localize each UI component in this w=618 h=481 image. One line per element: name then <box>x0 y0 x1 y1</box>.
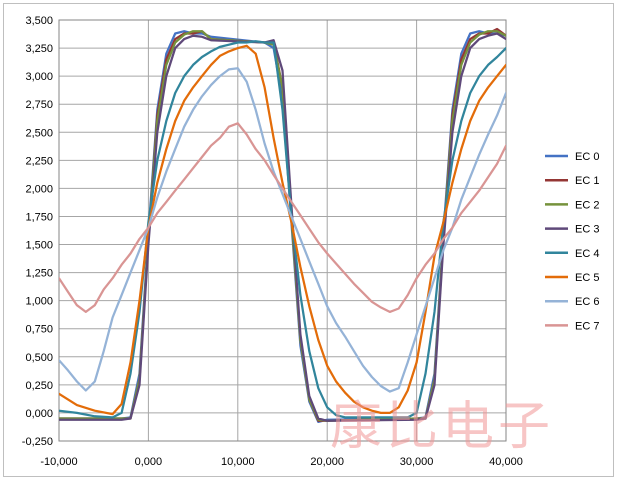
legend-label: EC 1 <box>575 175 599 187</box>
legend-label: EC 4 <box>575 248 599 260</box>
y-tick-label: 2,000 <box>25 183 53 195</box>
legend-label: EC 0 <box>575 151 599 163</box>
y-tick-label: 3,000 <box>25 71 53 83</box>
y-tick-label: 1,500 <box>25 240 53 252</box>
y-tick-label: 1,750 <box>25 211 53 223</box>
series-line-ec-7 <box>59 122 506 314</box>
x-tick-label: -10,000 <box>40 456 77 468</box>
y-tick-label: -0,250 <box>22 436 53 448</box>
y-tick-label: 2,250 <box>25 155 53 167</box>
y-tick-label: 2,750 <box>25 99 53 111</box>
legend-label: EC 3 <box>575 224 599 236</box>
y-tick-label: 0,500 <box>25 352 53 364</box>
line-chart: -0,250 0,000 0,250 0,500 0,750 1,000 1,250 1,50… <box>22 15 600 468</box>
y-tick-label: 1,250 <box>25 268 53 280</box>
x-tick-label: 20,000 <box>310 456 344 468</box>
x-tick-label: 10,000 <box>221 456 255 468</box>
series-line-ec-6 <box>59 67 506 393</box>
x-tick-label: 40,000 <box>489 456 523 468</box>
y-tick-label: 0,750 <box>25 324 53 336</box>
legend-label: EC 7 <box>575 320 599 332</box>
y-tick-label: 0,250 <box>25 380 53 392</box>
axes: -0,250 0,000 0,250 0,500 0,750 1,000 1,250 1,50… <box>22 15 523 468</box>
x-tick-label: 30,000 <box>400 456 434 468</box>
y-tick-label: 3,250 <box>25 43 53 55</box>
series-line-ec-2 <box>59 30 506 422</box>
y-tick-label: 2,500 <box>25 127 53 139</box>
plot-area-border <box>58 19 507 442</box>
legend: EC 0 EC 1 EC 2 EC 3 EC 4 EC 5 EC 6 EC 7 <box>545 151 599 332</box>
y-tick-label: 0,000 <box>25 408 53 420</box>
series-line-ec-4 <box>59 40 506 419</box>
x-tick-label: 0,000 <box>135 456 163 468</box>
legend-label: EC 5 <box>575 272 599 284</box>
y-tick-label: 1,000 <box>25 296 53 308</box>
legend-label: EC 6 <box>575 296 599 308</box>
chart-frame: -0,250 0,000 0,250 0,500 0,750 1,000 1,250 1,50… <box>3 3 614 477</box>
legend-label: EC 2 <box>575 199 599 211</box>
series-lines <box>59 27 506 424</box>
y-tick-label: 3,500 <box>25 15 53 27</box>
